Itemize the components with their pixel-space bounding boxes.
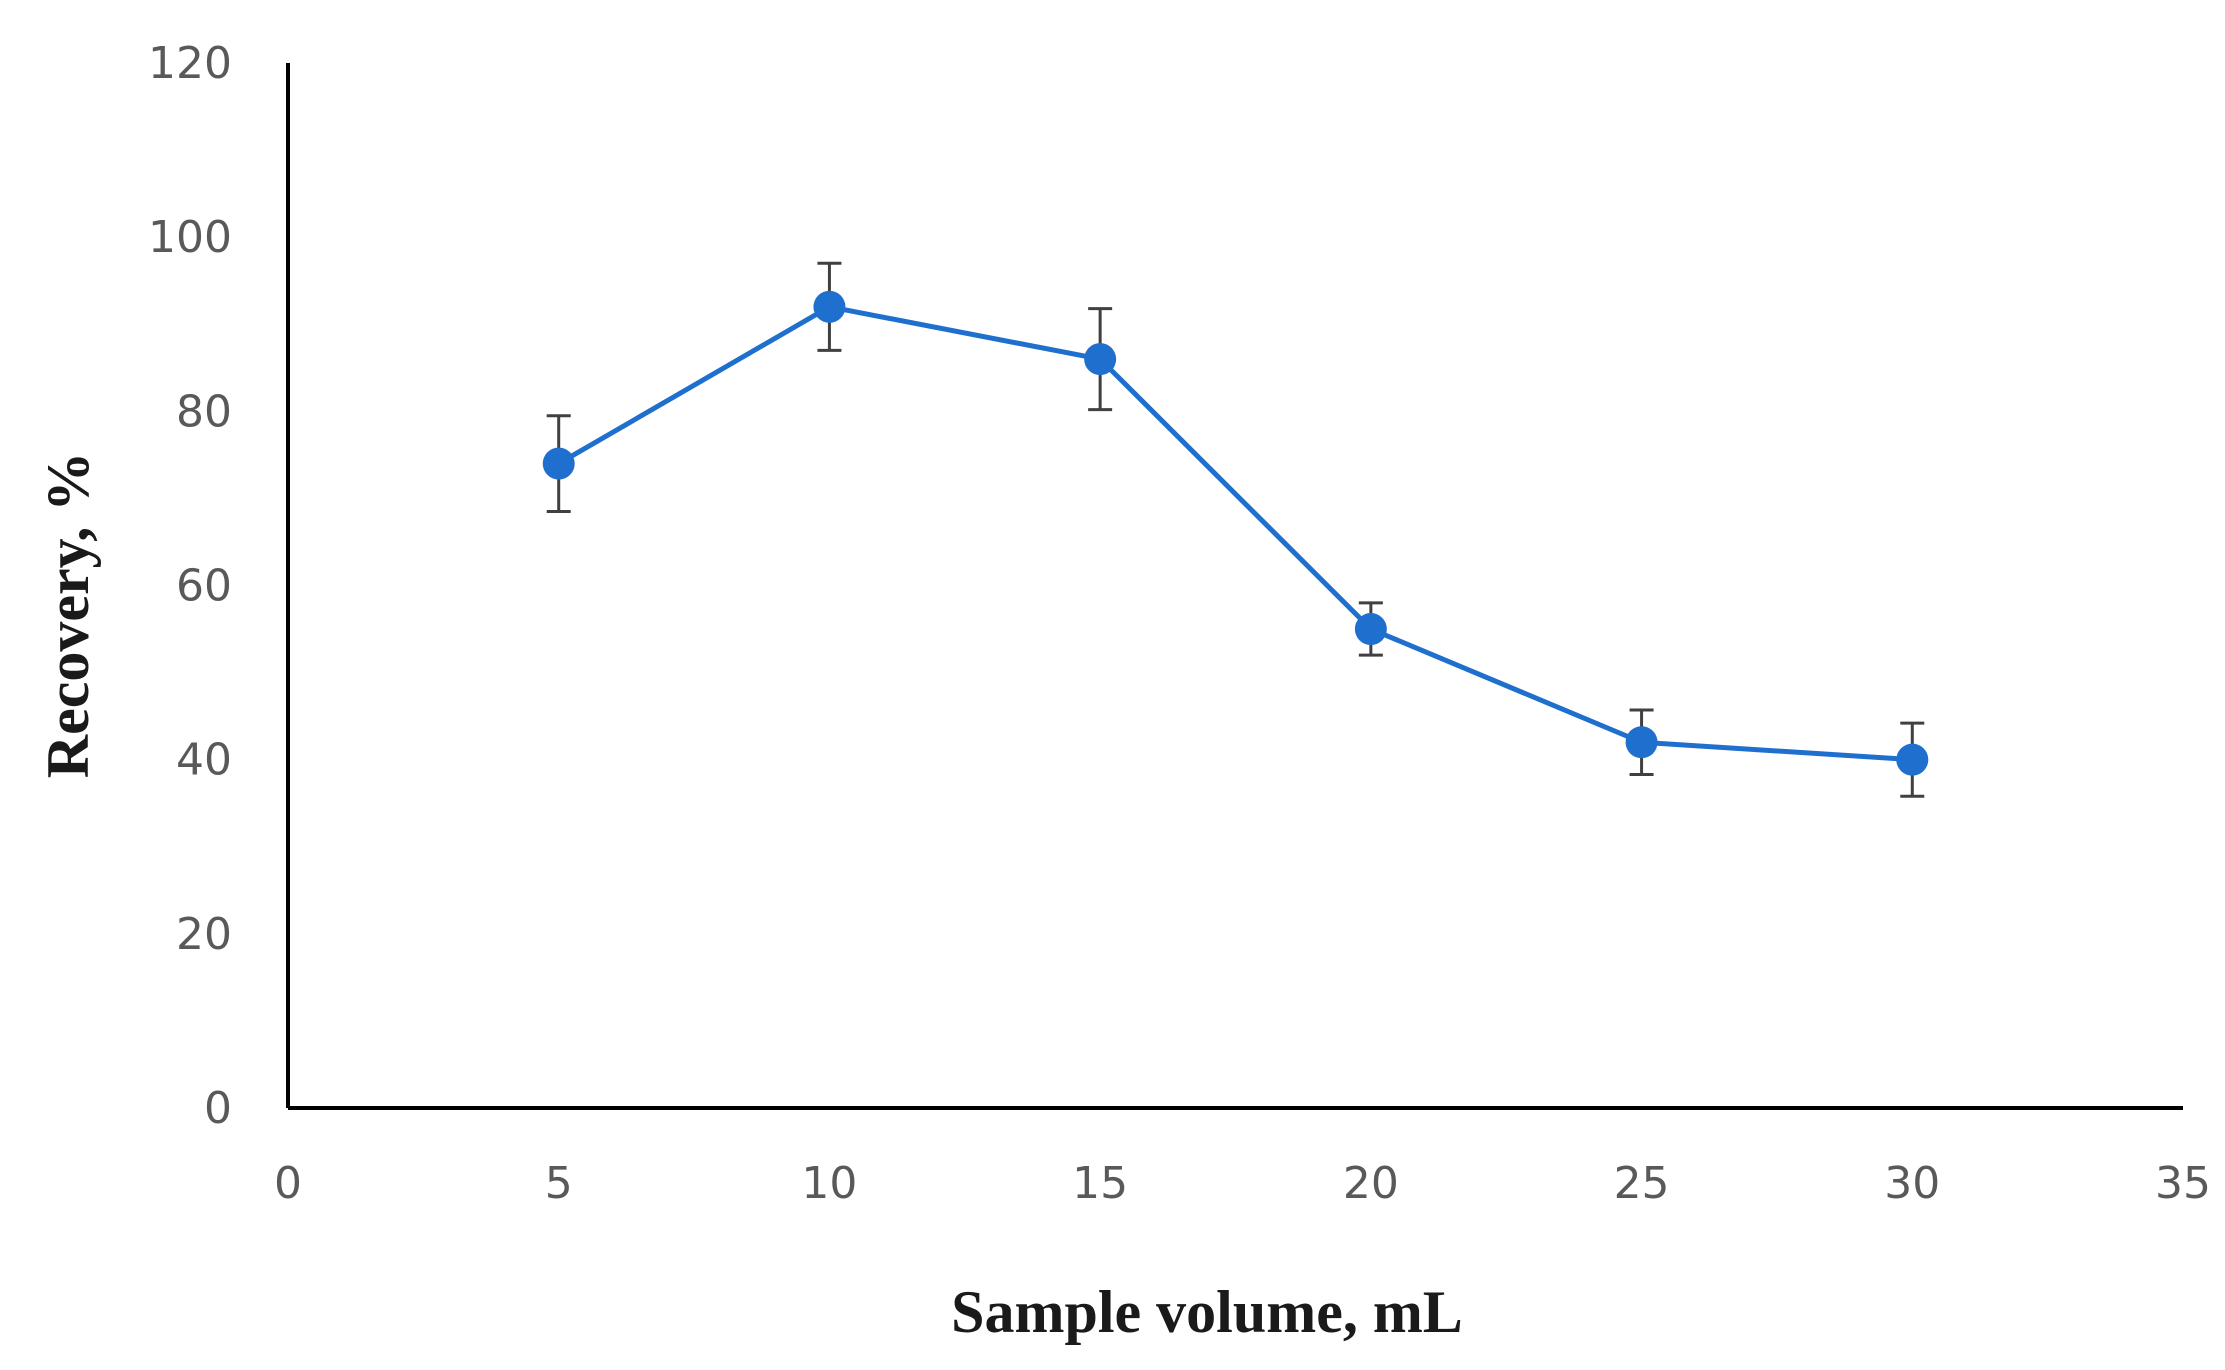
series xyxy=(542,261,1929,798)
x-tick-label: 15 xyxy=(1072,1158,1128,1209)
y-tick-label: 20 xyxy=(176,909,232,960)
y-axis-title: Recovery, % xyxy=(35,452,101,779)
x-tick-label: 25 xyxy=(1614,1158,1670,1209)
axes xyxy=(286,63,2183,1110)
data-point xyxy=(542,447,575,480)
y-tick-label: 60 xyxy=(176,561,232,612)
x-tick-label: 30 xyxy=(1884,1158,1940,1209)
y-tick-label: 80 xyxy=(176,386,232,437)
y-tick-label: 0 xyxy=(204,1083,232,1134)
y-tick-label: 120 xyxy=(148,38,232,89)
series-line xyxy=(557,304,1913,763)
data-point xyxy=(813,290,846,323)
x-tick-label: 5 xyxy=(545,1158,573,1209)
data-point xyxy=(1625,726,1658,759)
data-point xyxy=(1354,613,1387,646)
x-tick-label: 35 xyxy=(2155,1158,2211,1209)
x-tick-label: 10 xyxy=(801,1158,857,1209)
x-tick-label: 0 xyxy=(274,1158,302,1209)
x-axis-title: Sample volume, mL xyxy=(951,1279,1463,1345)
x-tick-label: 20 xyxy=(1343,1158,1399,1209)
data-point xyxy=(1896,743,1929,776)
y-tick-label: 100 xyxy=(148,212,232,263)
y-tick-label: 40 xyxy=(176,735,232,786)
tick-labels: 0 20 40 60 80 100 120 0 5 10 15 20 25 30 35 xyxy=(148,38,2211,1209)
data-point xyxy=(1084,343,1117,376)
